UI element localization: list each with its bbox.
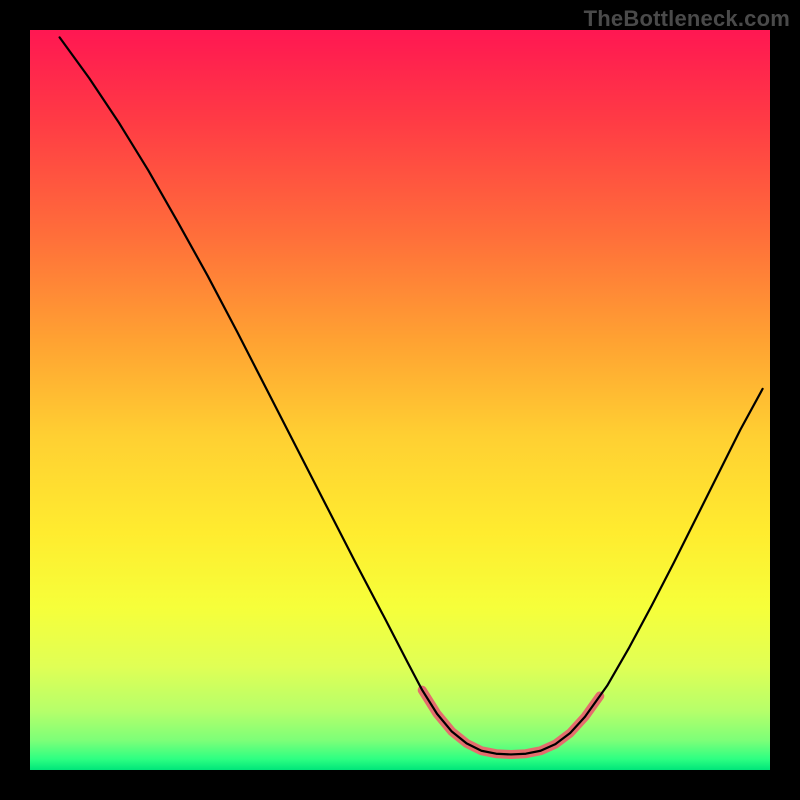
chart-container: TheBottleneck.com: [0, 0, 800, 800]
plot-background: [30, 30, 770, 770]
watermark-text: TheBottleneck.com: [584, 6, 790, 32]
bottleneck-curve-chart: [0, 0, 800, 800]
